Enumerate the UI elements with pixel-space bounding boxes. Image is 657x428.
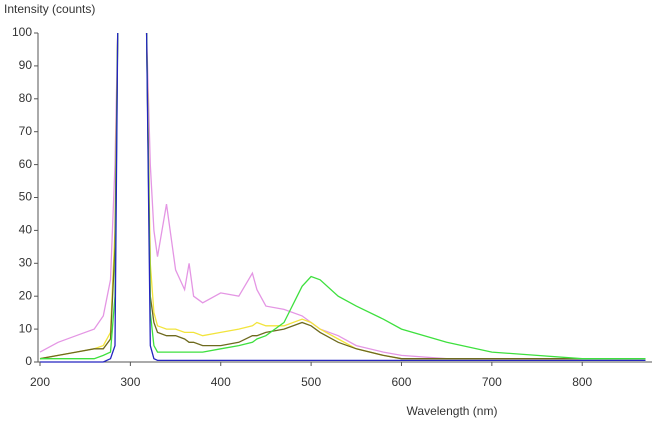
x-tick-label: 300 [120, 375, 140, 389]
x-tick-label: 700 [482, 375, 502, 389]
spectrum-line [39, 33, 646, 360]
y-tick-label: 30 [19, 255, 33, 269]
x-tick-label: 600 [391, 375, 411, 389]
y-tick-label: 100 [12, 25, 32, 39]
y-tick-label: 50 [19, 190, 33, 204]
spectrum-line [40, 33, 646, 363]
y-tick-label: 80 [19, 91, 33, 105]
y-tick-label: 70 [19, 124, 33, 138]
plot-area [39, 33, 646, 363]
y-tick-label: 20 [19, 288, 33, 302]
x-axis-label: Wavelength (nm) [407, 404, 498, 418]
y-tick-label: 40 [19, 223, 33, 237]
spectrum-line [39, 33, 646, 360]
x-tick-label: 200 [30, 375, 50, 389]
y-tick-label: 90 [19, 58, 33, 72]
y-tick-label: 10 [19, 321, 33, 335]
x-tick-label: 500 [301, 375, 321, 389]
x-tick-label: 800 [572, 375, 592, 389]
spectrum-line [39, 33, 646, 360]
y-axis-label: Intensity (counts) [4, 2, 95, 16]
x-tick-label: 400 [211, 375, 231, 389]
y-tick-label: 60 [19, 157, 33, 171]
spectrum-line [40, 33, 646, 360]
y-tick-label: 0 [25, 354, 32, 368]
